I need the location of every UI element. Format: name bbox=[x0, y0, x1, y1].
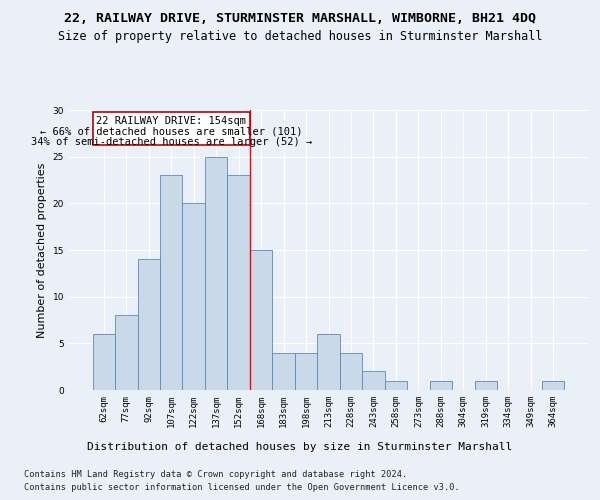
Text: 34% of semi-detached houses are larger (52) →: 34% of semi-detached houses are larger (… bbox=[31, 136, 312, 146]
Bar bbox=[182, 204, 205, 390]
Text: 22 RAILWAY DRIVE: 154sqm: 22 RAILWAY DRIVE: 154sqm bbox=[96, 116, 246, 126]
Bar bbox=[160, 176, 182, 390]
Bar bbox=[92, 334, 115, 390]
Y-axis label: Number of detached properties: Number of detached properties bbox=[37, 162, 47, 338]
Bar bbox=[430, 380, 452, 390]
Text: Contains HM Land Registry data © Crown copyright and database right 2024.: Contains HM Land Registry data © Crown c… bbox=[24, 470, 407, 479]
Bar bbox=[385, 380, 407, 390]
Bar bbox=[115, 316, 137, 390]
Text: Size of property relative to detached houses in Sturminster Marshall: Size of property relative to detached ho… bbox=[58, 30, 542, 43]
Bar bbox=[250, 250, 272, 390]
Bar bbox=[272, 352, 295, 390]
Bar bbox=[317, 334, 340, 390]
Text: ← 66% of detached houses are smaller (101): ← 66% of detached houses are smaller (10… bbox=[40, 126, 302, 136]
Text: Contains public sector information licensed under the Open Government Licence v3: Contains public sector information licen… bbox=[24, 484, 460, 492]
Bar bbox=[542, 380, 565, 390]
Bar bbox=[227, 176, 250, 390]
Bar bbox=[362, 372, 385, 390]
Bar bbox=[137, 260, 160, 390]
Bar bbox=[340, 352, 362, 390]
FancyBboxPatch shape bbox=[92, 112, 250, 144]
Bar bbox=[205, 156, 227, 390]
Text: 22, RAILWAY DRIVE, STURMINSTER MARSHALL, WIMBORNE, BH21 4DQ: 22, RAILWAY DRIVE, STURMINSTER MARSHALL,… bbox=[64, 12, 536, 26]
Text: Distribution of detached houses by size in Sturminster Marshall: Distribution of detached houses by size … bbox=[88, 442, 512, 452]
Bar bbox=[295, 352, 317, 390]
Bar bbox=[475, 380, 497, 390]
